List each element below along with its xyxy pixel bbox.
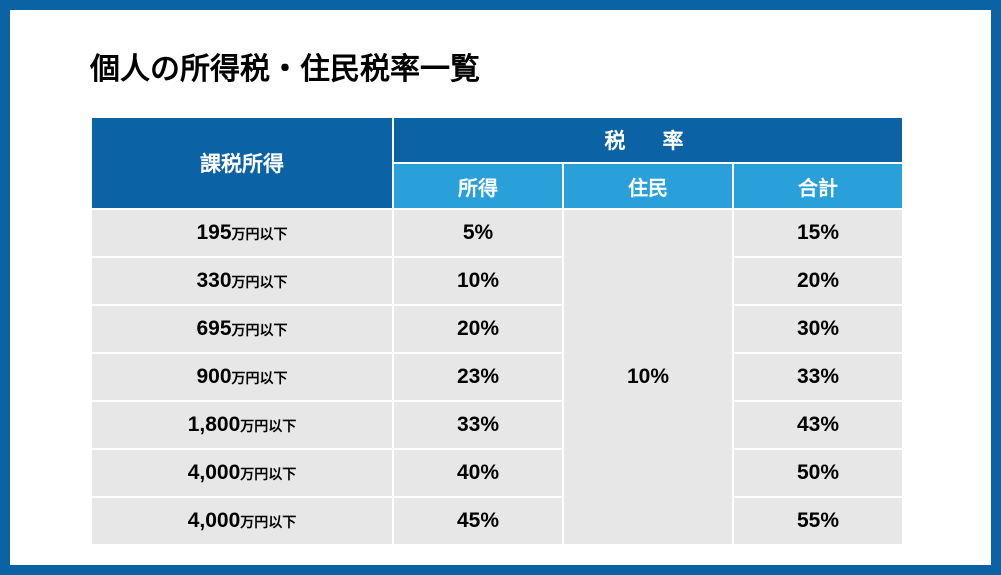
table-row: 195万円以下 5% 10% 15% xyxy=(92,210,902,256)
cell-bracket: 195万円以下 xyxy=(92,210,392,256)
cell-income-rate: 45% xyxy=(394,498,562,544)
bracket-number: 4,000 xyxy=(188,509,241,532)
cell-bracket: 4,000万円以下 xyxy=(92,450,392,496)
table-row: 1,800万円以下 33% 43% xyxy=(92,402,902,448)
cell-bracket: 695万円以下 xyxy=(92,306,392,352)
table-row: 4,000万円以下 45% 55% xyxy=(92,498,902,544)
bracket-number: 695 xyxy=(196,317,231,340)
tax-rate-table: 課税所得 税 率 所得 住民 合計 195万円以下 5% 10% 15% 330… xyxy=(90,116,904,546)
col-header-income-bracket: 課税所得 xyxy=(92,118,392,208)
table-row: 900万円以下 23% 33% xyxy=(92,354,902,400)
cell-income-rate: 40% xyxy=(394,450,562,496)
cell-income-rate: 20% xyxy=(394,306,562,352)
bracket-number: 900 xyxy=(196,365,231,388)
table-row: 4,000万円以下 40% 50% xyxy=(92,450,902,496)
cell-total-rate: 33% xyxy=(734,354,902,400)
cell-resident-rate-merged: 10% xyxy=(564,210,732,544)
cell-total-rate: 55% xyxy=(734,498,902,544)
col-header-total-tax: 合計 xyxy=(734,164,902,208)
bracket-number: 330 xyxy=(196,269,231,292)
cell-bracket: 1,800万円以下 xyxy=(92,402,392,448)
col-header-income-tax: 所得 xyxy=(394,164,562,208)
col-header-resident-tax: 住民 xyxy=(564,164,732,208)
bracket-suffix: 万円以下 xyxy=(232,322,288,338)
cell-total-rate: 30% xyxy=(734,306,902,352)
bracket-number: 4,000 xyxy=(188,461,241,484)
cell-income-rate: 5% xyxy=(394,210,562,256)
bracket-number: 1,800 xyxy=(188,413,241,436)
cell-income-rate: 33% xyxy=(394,402,562,448)
cell-bracket: 900万円以下 xyxy=(92,354,392,400)
cell-bracket: 330万円以下 xyxy=(92,258,392,304)
page-frame: 個人の所得税・住民税率一覧 課税所得 税 率 所得 住民 合計 195万円以下 … xyxy=(0,0,1001,575)
page-title: 個人の所得税・住民税率一覧 xyxy=(90,44,921,88)
table-row: 695万円以下 20% 30% xyxy=(92,306,902,352)
cell-income-rate: 23% xyxy=(394,354,562,400)
cell-bracket: 4,000万円以下 xyxy=(92,498,392,544)
col-header-tax-rate-group: 税 率 xyxy=(394,118,902,162)
bracket-suffix: 万円以下 xyxy=(240,514,296,530)
cell-total-rate: 15% xyxy=(734,210,902,256)
cell-total-rate: 50% xyxy=(734,450,902,496)
cell-total-rate: 20% xyxy=(734,258,902,304)
bracket-suffix: 万円以下 xyxy=(232,274,288,290)
bracket-number: 195 xyxy=(196,221,231,244)
cell-total-rate: 43% xyxy=(734,402,902,448)
cell-income-rate: 10% xyxy=(394,258,562,304)
table-row: 330万円以下 10% 20% xyxy=(92,258,902,304)
bracket-suffix: 万円以下 xyxy=(232,226,288,242)
bracket-suffix: 万円以下 xyxy=(240,418,296,434)
bracket-suffix: 万円以下 xyxy=(240,466,296,482)
bracket-suffix: 万円以下 xyxy=(232,370,288,386)
